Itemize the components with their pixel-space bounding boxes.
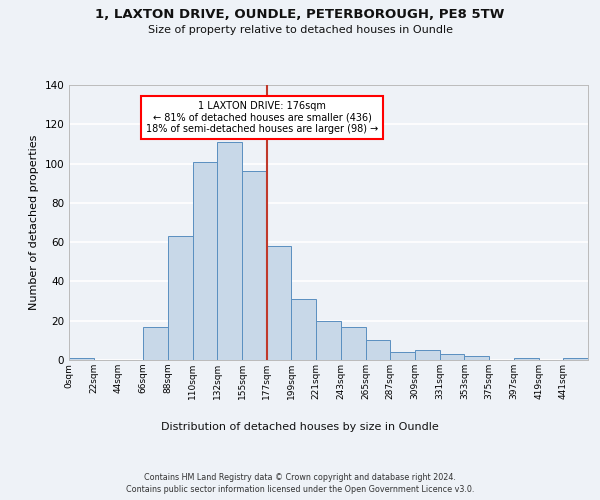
Bar bbox=[390, 352, 415, 360]
Y-axis label: Number of detached properties: Number of detached properties bbox=[29, 135, 39, 310]
Bar bbox=[168, 236, 193, 360]
Bar bbox=[193, 162, 217, 360]
Bar bbox=[415, 350, 440, 360]
Bar bbox=[217, 142, 242, 360]
Bar bbox=[267, 246, 292, 360]
Text: Contains public sector information licensed under the Open Government Licence v3: Contains public sector information licen… bbox=[126, 485, 474, 494]
Bar bbox=[365, 340, 390, 360]
Bar bbox=[341, 326, 365, 360]
Bar bbox=[464, 356, 489, 360]
Text: Size of property relative to detached houses in Oundle: Size of property relative to detached ho… bbox=[148, 25, 452, 35]
Bar bbox=[292, 299, 316, 360]
Text: Contains HM Land Registry data © Crown copyright and database right 2024.: Contains HM Land Registry data © Crown c… bbox=[144, 472, 456, 482]
Text: Distribution of detached houses by size in Oundle: Distribution of detached houses by size … bbox=[161, 422, 439, 432]
Bar bbox=[440, 354, 464, 360]
Bar bbox=[563, 358, 588, 360]
Bar bbox=[69, 358, 94, 360]
Text: 1, LAXTON DRIVE, OUNDLE, PETERBOROUGH, PE8 5TW: 1, LAXTON DRIVE, OUNDLE, PETERBOROUGH, P… bbox=[95, 8, 505, 20]
Bar bbox=[143, 326, 168, 360]
Bar bbox=[242, 172, 267, 360]
Bar bbox=[316, 320, 341, 360]
Bar bbox=[514, 358, 539, 360]
Text: 1 LAXTON DRIVE: 176sqm
← 81% of detached houses are smaller (436)
18% of semi-de: 1 LAXTON DRIVE: 176sqm ← 81% of detached… bbox=[146, 100, 379, 134]
